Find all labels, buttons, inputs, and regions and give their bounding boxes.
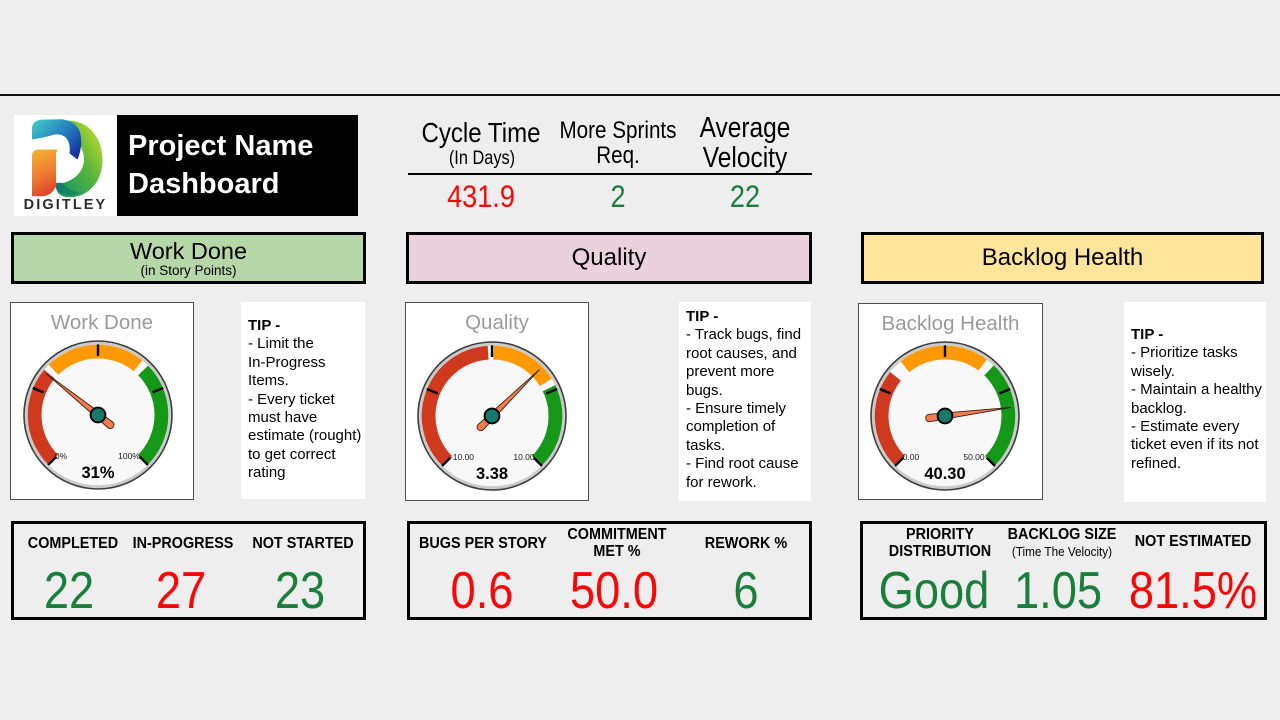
svg-text:100%: 100%	[118, 451, 140, 461]
svg-text:0.00: 0.00	[903, 452, 920, 462]
svg-text:31%: 31%	[81, 464, 114, 482]
svg-text:10.00: 10.00	[513, 452, 535, 462]
svg-text:0%: 0%	[55, 451, 68, 461]
svg-text:3.38: 3.38	[476, 465, 508, 483]
svg-text:-10.00: -10.00	[450, 452, 474, 462]
svg-text:40.30: 40.30	[924, 465, 965, 483]
svg-text:50.00: 50.00	[963, 452, 985, 462]
